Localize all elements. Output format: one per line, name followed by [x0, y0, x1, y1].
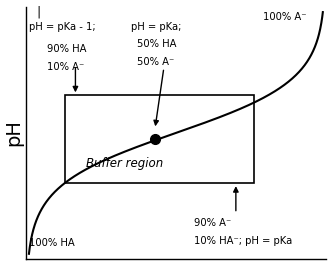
Bar	[65, 95, 254, 183]
Text: pH = pKa;: pH = pKa;	[131, 22, 181, 32]
Text: pH = pKa - 1;: pH = pKa - 1;	[29, 22, 96, 32]
Text: 90% HA: 90% HA	[47, 44, 86, 54]
Text: 100% A⁻: 100% A⁻	[263, 12, 306, 22]
Text: |: |	[36, 6, 41, 19]
Text: 90% A⁻: 90% A⁻	[194, 218, 231, 228]
Text: 10% A⁻: 10% A⁻	[47, 62, 84, 72]
Y-axis label: pH: pH	[4, 119, 23, 146]
Text: 50% A⁻: 50% A⁻	[137, 57, 174, 67]
Text: Buffer region: Buffer region	[86, 157, 163, 170]
Text: 100% HA: 100% HA	[29, 238, 75, 248]
Text: 50% HA: 50% HA	[137, 39, 177, 49]
Text: 10% HA⁻; pH = pKa: 10% HA⁻; pH = pKa	[194, 236, 292, 246]
